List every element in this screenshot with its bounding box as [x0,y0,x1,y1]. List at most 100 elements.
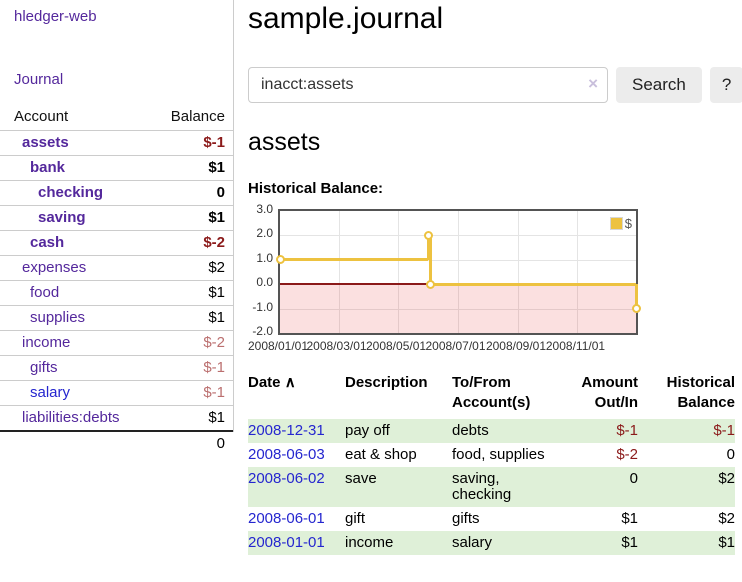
x-axis-tick-label: 2008/07/01 [425,339,486,353]
search-input[interactable] [248,67,608,103]
amount-cell: $-2 [616,446,638,463]
transaction-date-link[interactable]: 2008-01-01 [248,534,325,551]
transaction-date-link[interactable]: 2008-06-03 [248,446,325,463]
y-axis-tick-label: 2.0 [256,226,273,241]
transaction-accounts: saving, checking [452,470,512,503]
transaction-date-link[interactable]: 2008-12-31 [248,422,325,439]
accounts-total-value: 0 [216,435,225,452]
data-point-marker [631,304,641,314]
account-link[interactable]: expenses [22,259,87,276]
transaction-date-link[interactable]: 2008-06-01 [248,510,325,527]
register-header-row: Date ∧ Description To/From Account(s) Amount… [248,371,735,419]
transaction-date-link[interactable]: 2008-06-02 [248,470,325,487]
account-link[interactable]: liabilities:debts [22,409,120,426]
page-title: sample.journal [248,2,444,35]
register-row: 2008-06-02 save saving, checking 0 $2 [248,467,735,507]
y-axis-tick-label: -1.0 [252,299,273,314]
app-title-link[interactable]: hledger-web [14,8,97,25]
sidebar-account-row: assets $-1 [0,130,233,155]
x-axis-tick-label: 2008/03/01 [306,339,367,353]
sidebar-account-row: saving $1 [0,205,233,230]
sidebar-divider [233,0,234,432]
account-link[interactable]: salary [30,384,71,401]
date-cell: 2008-06-02 [248,467,345,507]
account-balance: $1 [208,284,225,301]
account-title: assets [248,128,321,156]
account-balance: 0 [216,184,225,201]
y-axis-tick-label: -2.0 [252,324,273,338]
sidebar-account-row: bank $1 [0,155,233,180]
register-row: 2008-12-31 pay off debts $-1 $-1 [248,419,735,443]
x-axis-tick-label: 2008/05/01 [365,339,427,353]
search-button[interactable]: Search [616,67,702,103]
transaction-description: income [345,534,394,551]
account-balance: $1 [208,409,225,426]
y-axis-tick-label: 0.0 [256,275,273,290]
account-link[interactable]: bank [30,159,66,176]
register-row: 2008-06-03 eat & shop food, supplies $-2 0 [248,443,735,467]
sidebar-account-row: checking 0 [0,180,233,205]
balance-cell: 0 [726,446,735,463]
register-table: Date ∧ Description To/From Account(s) Amount… [248,371,735,555]
register-row: 2008-06-01 gift gifts $1 $2 [248,507,735,531]
balance-cell: $1 [718,534,735,551]
accounts-total-row: 0 [0,430,233,456]
sidebar-account-row: gifts $-1 [0,355,233,380]
chart-title: Historical Balance: [248,180,384,197]
account-link[interactable]: saving [38,209,86,226]
amount-cell: $1 [621,510,638,527]
chart-gridline [577,211,579,333]
account-link[interactable]: assets [22,134,69,151]
clear-search-icon[interactable]: × [588,74,598,93]
account-link[interactable]: food [30,284,60,301]
accounts-table-header: Account Balance [0,103,233,130]
chart-gridline [280,259,636,261]
y-axis-tick-label: 3.0 [256,202,273,216]
account-balance: $-2 [203,234,225,251]
balance-column-header: Balance [170,108,225,125]
transaction-description: eat & shop [345,446,417,463]
register-row: 2008-01-01 income salary $1 $1 [248,531,735,555]
account-link[interactable]: checking [38,184,104,201]
y-axis-tick-label: 1.0 [256,250,273,265]
account-balance: $1 [208,209,225,226]
transaction-description: pay off [345,422,390,439]
data-point-marker [275,255,285,265]
historical-balance-chart: $3.0 2.0 1.0 0.0 -1.0 -2.0 2008/01/01 2008/03/0… [248,202,735,355]
sidebar-item-journal[interactable]: Journal [14,71,64,88]
sidebar: hledger-web Journal Account Balance asse… [0,0,233,456]
date-cell: 2008-06-01 [248,507,345,531]
sidebar-account-row: expenses $2 [0,255,233,280]
account-balance: $1 [208,309,225,326]
legend-swatch [609,217,623,230]
account-link[interactable]: gifts [30,359,58,376]
chart-gridline [338,211,340,333]
sidebar-account-row: cash $-2 [0,230,233,255]
series-line-segment [428,235,432,285]
amount-cell: $-1 [616,422,638,439]
account-balance: $-1 [203,384,225,401]
help-button[interactable]: ? [709,67,742,103]
sidebar-account-row: supplies $1 [0,305,233,330]
account-balance: $-1 [203,359,225,376]
balance-cell: $-1 [713,422,735,439]
date-cell: 2008-06-03 [248,443,345,467]
sidebar-account-row: salary $-1 [0,380,233,405]
account-column-header: Account [14,108,69,125]
transaction-accounts: food, supplies [452,446,545,463]
column-header[interactable]: Date ∧ [248,374,296,391]
balance-cell: $2 [718,510,735,527]
account-balance: $2 [208,259,225,276]
account-link[interactable]: cash [30,234,65,251]
date-cell: 2008-12-31 [248,419,345,443]
transaction-accounts: gifts [452,510,480,527]
chart-gridline [398,211,400,333]
account-balance: $-2 [203,334,225,351]
sidebar-account-row: liabilities:debts $1 [0,405,233,430]
chart-gridline [517,211,519,333]
account-link[interactable]: supplies [30,309,86,326]
transaction-accounts: salary [452,534,493,551]
sidebar-account-row: income $-2 [0,330,233,355]
column-header: Historical Balance [666,374,735,411]
account-link[interactable]: income [22,334,71,351]
